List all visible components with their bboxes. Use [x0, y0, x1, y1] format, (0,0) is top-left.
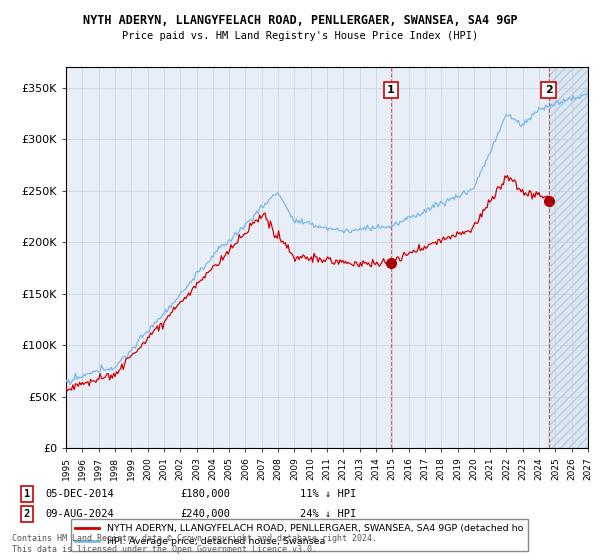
Text: 2: 2	[545, 85, 553, 95]
Bar	[548, 67, 588, 448]
Bar	[548, 67, 588, 448]
Text: 05-DEC-2014: 05-DEC-2014	[45, 489, 114, 499]
Text: 24% ↓ HPI: 24% ↓ HPI	[300, 509, 356, 519]
Text: £240,000: £240,000	[180, 509, 230, 519]
Text: NYTH ADERYN, LLANGYFELACH ROAD, PENLLERGAER, SWANSEA, SA4 9GP: NYTH ADERYN, LLANGYFELACH ROAD, PENLLERG…	[83, 14, 517, 27]
Text: This data is licensed under the Open Government Licence v3.0.: This data is licensed under the Open Gov…	[12, 545, 317, 554]
Legend: NYTH ADERYN, LLANGYFELACH ROAD, PENLLERGAER, SWANSEA, SA4 9GP (detached ho, HPI:: NYTH ADERYN, LLANGYFELACH ROAD, PENLLERG…	[71, 519, 528, 550]
Text: 09-AUG-2024: 09-AUG-2024	[45, 509, 114, 519]
Text: 2: 2	[24, 509, 30, 519]
Text: Price paid vs. HM Land Registry's House Price Index (HPI): Price paid vs. HM Land Registry's House …	[122, 31, 478, 41]
Text: 1: 1	[387, 85, 395, 95]
Text: £180,000: £180,000	[180, 489, 230, 499]
Text: 11% ↓ HPI: 11% ↓ HPI	[300, 489, 356, 499]
Text: Contains HM Land Registry data © Crown copyright and database right 2024.: Contains HM Land Registry data © Crown c…	[12, 534, 377, 543]
Text: 1: 1	[24, 489, 30, 499]
